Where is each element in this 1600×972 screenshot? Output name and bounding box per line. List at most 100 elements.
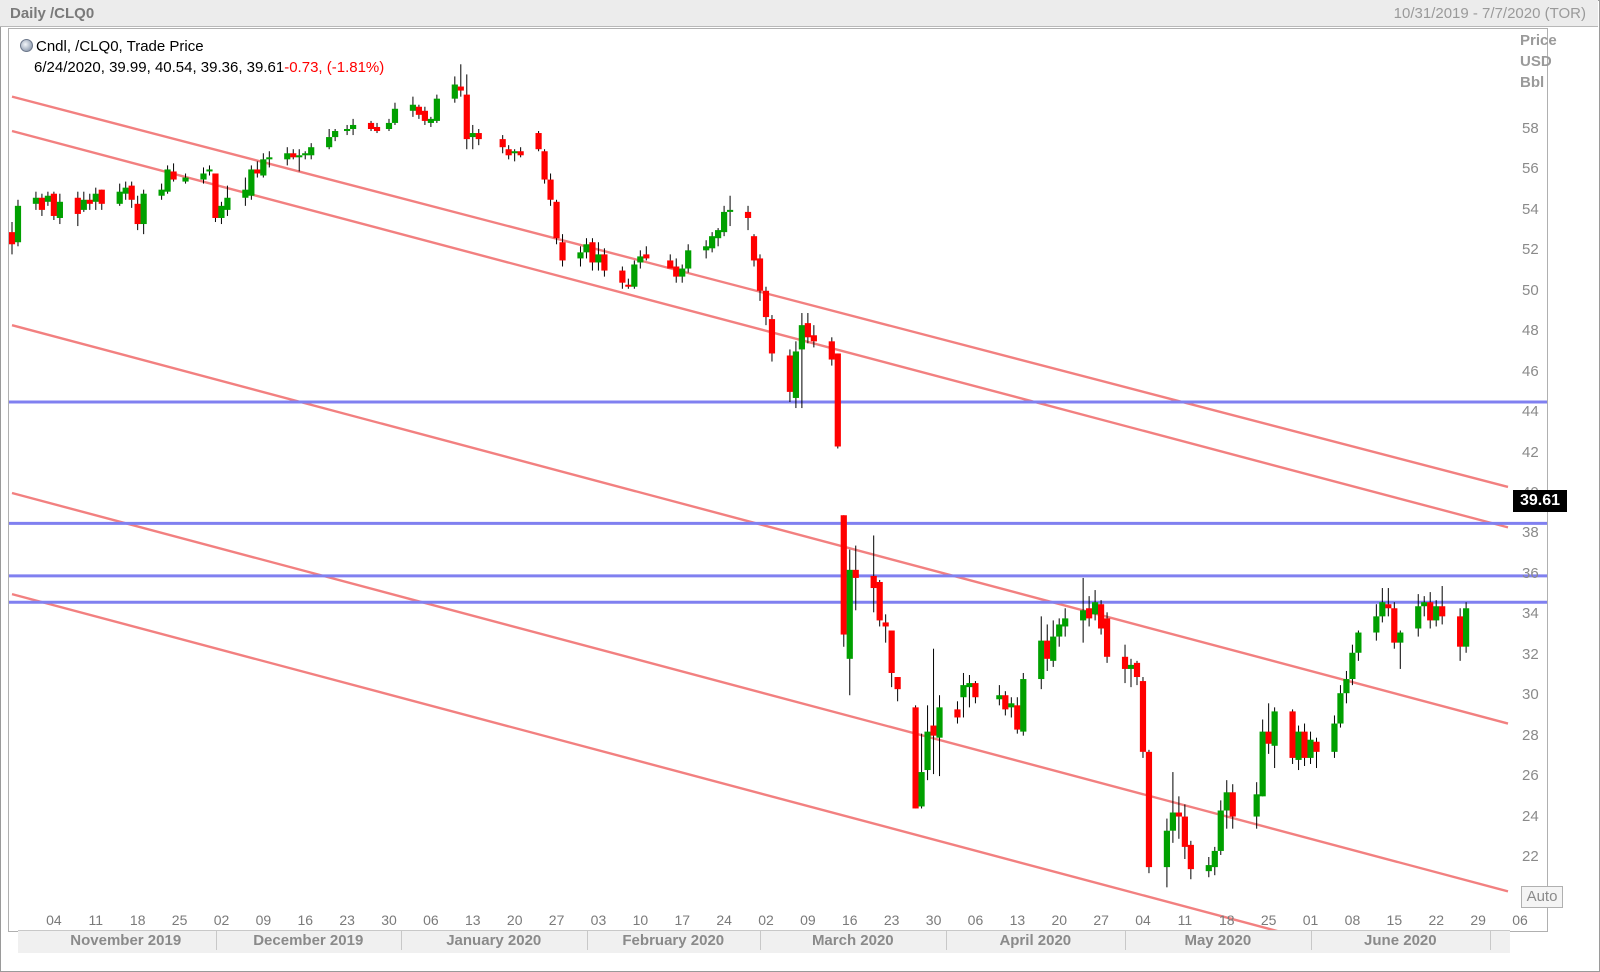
xtick-label: 06 <box>1512 912 1528 928</box>
candle-body <box>1427 602 1434 621</box>
legend-change: -0.73, (-1.81%) <box>284 59 385 76</box>
month-label: February 2020 <box>622 932 725 949</box>
candle-body <box>385 122 393 129</box>
candle-body <box>254 169 261 174</box>
ytick-label: 54 <box>1522 200 1539 218</box>
ytick-label: 46 <box>1522 362 1539 380</box>
xtick-label: 16 <box>842 912 858 928</box>
candle-body <box>1121 656 1129 669</box>
candle-body <box>224 197 231 210</box>
candle-body <box>625 284 632 287</box>
legend-ohlc: 6/24/2020, 39.99, 40.54, 39.36, 39.61 <box>34 59 285 76</box>
candle-body <box>1175 812 1182 817</box>
candle-body <box>1307 739 1314 758</box>
xtick-label: 06 <box>423 912 439 928</box>
candle-body <box>32 197 40 204</box>
xtick-label: 22 <box>1428 912 1445 928</box>
month-label: March 2020 <box>811 932 894 949</box>
candle-body <box>1038 640 1045 680</box>
yaxis-unit-price: Price <box>1520 32 1557 49</box>
price-chart[interactable] <box>9 29 1547 931</box>
month-separator <box>215 930 217 950</box>
candle-body <box>1163 830 1171 868</box>
candle-body <box>768 319 776 354</box>
candle-body <box>619 270 626 283</box>
candle-body <box>577 252 584 259</box>
candle-body <box>128 185 135 200</box>
candle-body <box>1056 624 1063 637</box>
candle-body <box>1439 606 1446 617</box>
candle-body <box>1229 792 1236 817</box>
xtick-label: 06 <box>967 912 984 928</box>
candle-body <box>1457 616 1464 647</box>
month-label: June 2020 <box>1364 932 1437 949</box>
candle-body <box>786 355 794 392</box>
candle-body <box>74 197 81 214</box>
xtick-label: 02 <box>213 912 230 928</box>
candle-body <box>1385 604 1392 609</box>
auto-scale-button[interactable]: Auto <box>1521 886 1563 908</box>
ytick-label: 36 <box>1522 564 1539 582</box>
xtick-label: 09 <box>800 912 816 928</box>
candle-body <box>667 260 674 269</box>
month-separator <box>1125 930 1127 950</box>
candle-body <box>996 695 1003 700</box>
ytick-label: 44 <box>1522 403 1539 421</box>
candle-body <box>248 169 255 196</box>
candle-body <box>1265 731 1272 744</box>
candle-body <box>1205 865 1212 872</box>
candle-body <box>1217 810 1224 851</box>
candle-body <box>709 236 716 249</box>
xtick-label: 20 <box>506 912 523 928</box>
candle-body <box>547 179 554 200</box>
candle-body <box>1044 640 1051 659</box>
candle-body <box>92 193 99 202</box>
plot-area[interactable] <box>8 28 1548 932</box>
month-separator <box>586 930 588 950</box>
candle-body <box>433 98 440 121</box>
candle-body <box>601 254 608 271</box>
xtick-label: 04 <box>46 912 62 928</box>
candle-body <box>200 173 207 180</box>
gear-icon[interactable] <box>20 39 33 52</box>
candle-body <box>828 341 835 360</box>
candle-body <box>116 191 123 204</box>
candle-body <box>1433 606 1440 621</box>
title-bar: Daily /CLQ0 10/31/2019 - 7/7/2020 (TOR) <box>0 0 1598 27</box>
candle-body <box>1253 794 1260 817</box>
xtick-label: 27 <box>548 912 565 928</box>
candle-body <box>673 266 680 277</box>
candle-body <box>1139 681 1147 752</box>
candle-body <box>1145 751 1153 868</box>
xtick-label: 30 <box>925 912 942 928</box>
candle-body <box>972 683 979 698</box>
candle-body <box>852 569 859 578</box>
candle-body <box>1301 731 1308 758</box>
xtick-label: 04 <box>1135 912 1151 928</box>
ytick-label: 34 <box>1522 605 1539 623</box>
candle-body <box>553 201 560 239</box>
candle-body <box>1355 632 1362 653</box>
ytick-label: 28 <box>1522 726 1539 744</box>
chart-title: Daily /CLQ0 <box>10 5 95 22</box>
xtick-label: 25 <box>171 912 188 928</box>
ytick-label: 24 <box>1522 807 1539 825</box>
candle-body <box>463 94 470 140</box>
candle-body <box>679 268 686 277</box>
candle-body <box>912 707 919 809</box>
candle-body <box>960 685 967 698</box>
candle-body <box>182 177 189 182</box>
month-separator <box>1490 930 1492 950</box>
candle-body <box>1133 662 1141 678</box>
candle-body <box>894 677 901 690</box>
candle-body <box>918 772 925 807</box>
candle-body <box>792 351 800 398</box>
month-label: December 2019 <box>253 932 364 949</box>
month-bar <box>18 930 1510 953</box>
candle-body <box>936 707 943 738</box>
xtick-label: 16 <box>297 912 314 928</box>
candle-body <box>284 153 291 160</box>
candle-body <box>1002 695 1009 710</box>
candle-body <box>1050 636 1057 661</box>
candle-body <box>750 236 758 261</box>
